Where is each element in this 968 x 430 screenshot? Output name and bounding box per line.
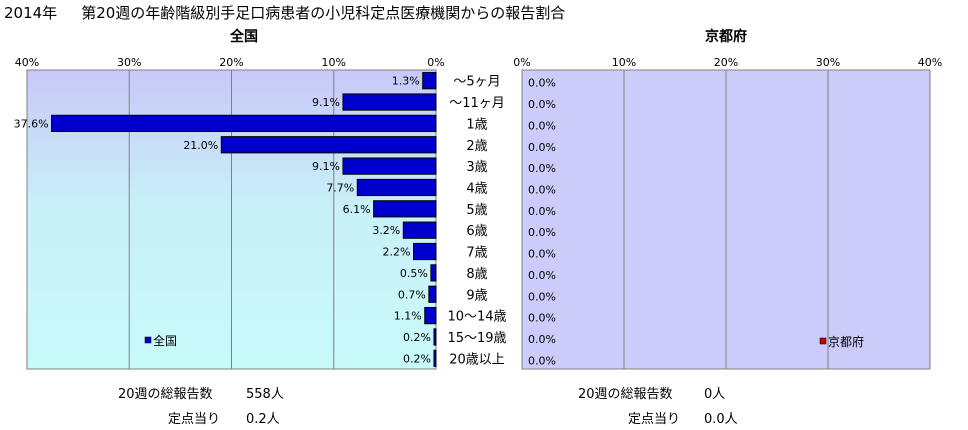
national-data-label: 2.2% (383, 246, 411, 259)
kyoto-per-label: 定点当り (628, 412, 681, 427)
title-year: 2014年 (4, 4, 58, 22)
national-bar (373, 200, 437, 218)
national-data-label: 37.6% (14, 117, 49, 130)
kyoto-per-value: 0.0人 (704, 412, 738, 427)
national-data-label: 21.0% (183, 139, 218, 152)
category-label: 10～14歳 (447, 310, 506, 325)
kyoto-tick-label: 40% (918, 56, 942, 69)
national-data-label: 1.3% (392, 75, 420, 88)
national-bar (220, 136, 437, 154)
national-tick-label: 30% (117, 56, 141, 69)
kyoto-data-label: 0.0% (528, 312, 556, 325)
category-label: 3歳 (466, 160, 487, 175)
national-bar (424, 306, 437, 325)
kyoto-chart: 0% 10% 20% 30% 40% 0.0% 0.0% 0.0% 0.0% 0.0% 0.0% 0.… (513, 56, 942, 370)
national-data-label: 3.2% (372, 224, 400, 237)
kyoto-data-label: 0.0% (528, 354, 556, 367)
national-legend-label: 全国 (153, 333, 177, 348)
kyoto-data-label: 0.0% (528, 119, 556, 132)
national-bar (433, 349, 437, 367)
national-bar (402, 221, 437, 239)
kyoto-total-label: 20週の総報告数 (578, 387, 673, 402)
national-bar (342, 157, 437, 175)
national-legend-swatch (144, 336, 152, 344)
category-label: 15～19歳 (447, 331, 506, 346)
national-bar (51, 114, 437, 133)
kyoto-tick-label: 20% (714, 56, 738, 69)
category-label: 2歳 (466, 139, 487, 154)
national-tick-label: 40% (15, 56, 39, 69)
national-tick-label: 20% (219, 56, 243, 69)
national-tick-label: 0% (427, 56, 444, 69)
category-label: 1歳 (466, 117, 487, 132)
category-label: 7歳 (466, 246, 487, 261)
kyoto-data-label: 0.0% (528, 290, 556, 303)
kyoto-tick-label: 10% (612, 56, 636, 69)
chart-main-title: 2014年 第20週の年齢階級別手足口病患者の小児科定点医療機関からの報告割合 (4, 2, 565, 23)
kyoto-data-label: 0.0% (528, 77, 556, 90)
national-data-label: 0.5% (400, 267, 428, 280)
kyoto-data-label: 0.0% (528, 141, 556, 154)
national-data-label: 7.7% (326, 181, 354, 194)
national-bar (430, 264, 437, 282)
kyoto-data-label: 0.0% (528, 269, 556, 282)
category-label: 6歳 (466, 224, 487, 239)
kyoto-data-label: 0.0% (528, 226, 556, 239)
category-label: ～11ヶ月 (449, 96, 505, 111)
national-per-label: 定点当り (168, 412, 221, 427)
kyoto-panel-title: 京都府 (705, 29, 747, 45)
national-data-label: 0.7% (398, 288, 426, 301)
national-bar (356, 178, 437, 197)
national-data-label: 0.2% (403, 352, 431, 365)
national-data-label: 9.1% (312, 160, 340, 173)
national-data-label: 9.1% (312, 96, 340, 109)
national-tick-label: 10% (322, 56, 346, 69)
national-bar (428, 285, 437, 303)
category-label: 4歳 (466, 181, 487, 196)
national-bar (433, 328, 437, 346)
kyoto-total-value: 0人 (704, 387, 726, 402)
kyoto-data-label: 0.0% (528, 333, 556, 346)
title-text: 第20週の年齢階級別手足口病患者の小児科定点医療機関からの報告割合 (81, 4, 566, 22)
national-bar (413, 242, 437, 261)
kyoto-tick-label: 30% (816, 56, 840, 69)
kyoto-legend-swatch (819, 337, 827, 345)
kyoto-data-label: 0.0% (528, 205, 556, 218)
category-label: 5歳 (466, 203, 487, 218)
kyoto-tick-label: 0% (513, 56, 530, 69)
kyoto-legend-label: 京都府 (828, 334, 864, 349)
category-label: 20歳以上 (449, 352, 505, 367)
national-panel-title: 全国 (230, 29, 258, 45)
kyoto-data-label: 0.0% (528, 98, 556, 111)
kyoto-data-label: 0.0% (528, 162, 556, 175)
national-per-value: 0.2人 (246, 412, 280, 427)
national-data-label: 0.2% (403, 331, 431, 344)
national-total-value: 558人 (246, 387, 284, 402)
national-bar (342, 93, 437, 111)
national-chart: 40% 30% 20% 10% 0% 1.3% ～5ヶ月 9.1% ～11ヶ月 37.6% 1歳 21… (14, 56, 507, 370)
kyoto-data-label: 0.0% (528, 183, 556, 196)
kyoto-data-label: 0.0% (528, 248, 556, 261)
national-data-label: 6.1% (343, 203, 371, 216)
category-label: 8歳 (466, 267, 487, 282)
national-data-label: 1.1% (394, 310, 422, 323)
category-label: 9歳 (466, 288, 487, 303)
national-total-label: 20週の総報告数 (118, 387, 213, 402)
national-bar (422, 72, 437, 90)
category-label: ～5ヶ月 (453, 75, 500, 90)
